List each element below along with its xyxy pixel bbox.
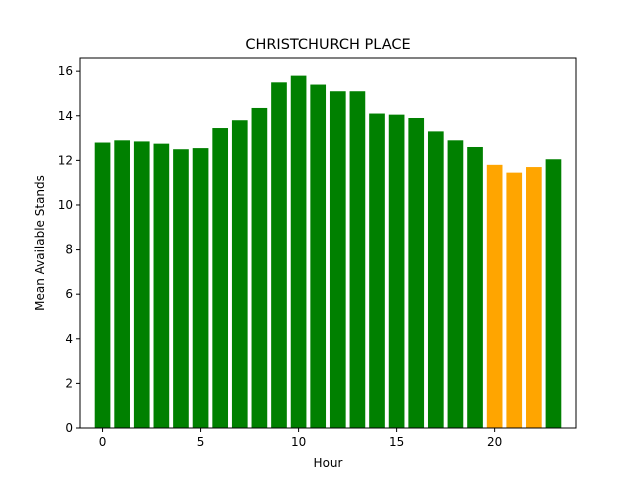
bar-hour-21 bbox=[506, 172, 523, 428]
x-tick-label: 15 bbox=[389, 435, 404, 449]
bar-hour-20 bbox=[486, 164, 503, 429]
bar-hour-11 bbox=[310, 84, 327, 428]
x-tick-label: 0 bbox=[99, 435, 107, 449]
y-tick-label: 16 bbox=[58, 64, 73, 78]
bar-hour-3 bbox=[153, 143, 170, 428]
bar-hour-7 bbox=[231, 120, 248, 428]
y-tick-label: 0 bbox=[65, 421, 73, 435]
bar-hour-6 bbox=[212, 128, 229, 428]
bar-hour-14 bbox=[369, 113, 385, 429]
bar-hour-22 bbox=[526, 167, 542, 428]
bar-hour-13 bbox=[349, 91, 366, 428]
x-axis-label: Hour bbox=[314, 456, 343, 470]
bar-hour-5 bbox=[192, 148, 209, 428]
bar-hour-12 bbox=[329, 91, 346, 428]
bar-hour-1 bbox=[114, 140, 130, 428]
y-axis-label: Mean Available Stands bbox=[33, 175, 47, 311]
bar-hour-17 bbox=[427, 131, 444, 428]
bar-hour-8 bbox=[251, 107, 268, 428]
bar-hour-15 bbox=[388, 114, 405, 428]
y-tick-label: 12 bbox=[58, 153, 73, 167]
chart-title: CHRISTCHURCH PLACE bbox=[245, 37, 410, 53]
x-tick-label: 20 bbox=[487, 435, 502, 449]
y-tick-label: 8 bbox=[65, 243, 73, 257]
bar-hour-2 bbox=[133, 141, 150, 429]
bar-hour-9 bbox=[271, 82, 287, 429]
bar-hour-19 bbox=[467, 146, 483, 428]
y-tick-label: 2 bbox=[65, 376, 73, 390]
bar-hour-18 bbox=[447, 140, 464, 428]
bar-hour-4 bbox=[173, 149, 189, 429]
plot-frame bbox=[79, 57, 577, 429]
y-axis-ticks: 0 2 4 6 8 10 12 14 16 bbox=[58, 64, 80, 435]
bar-hour-23 bbox=[545, 159, 562, 428]
y-tick-label: 4 bbox=[65, 332, 73, 346]
x-axis-ticks: 0 5 10 15 20 bbox=[99, 428, 502, 449]
y-tick-label: 14 bbox=[58, 109, 73, 123]
bar-hour-0 bbox=[94, 142, 111, 428]
bar-hour-10 bbox=[290, 75, 307, 428]
x-tick-label: 10 bbox=[291, 435, 306, 449]
x-tick-label: 5 bbox=[197, 435, 205, 449]
bar-hour-16 bbox=[408, 117, 425, 429]
bars-group bbox=[94, 75, 562, 429]
y-tick-label: 6 bbox=[65, 287, 73, 301]
y-tick-label: 10 bbox=[58, 198, 73, 212]
